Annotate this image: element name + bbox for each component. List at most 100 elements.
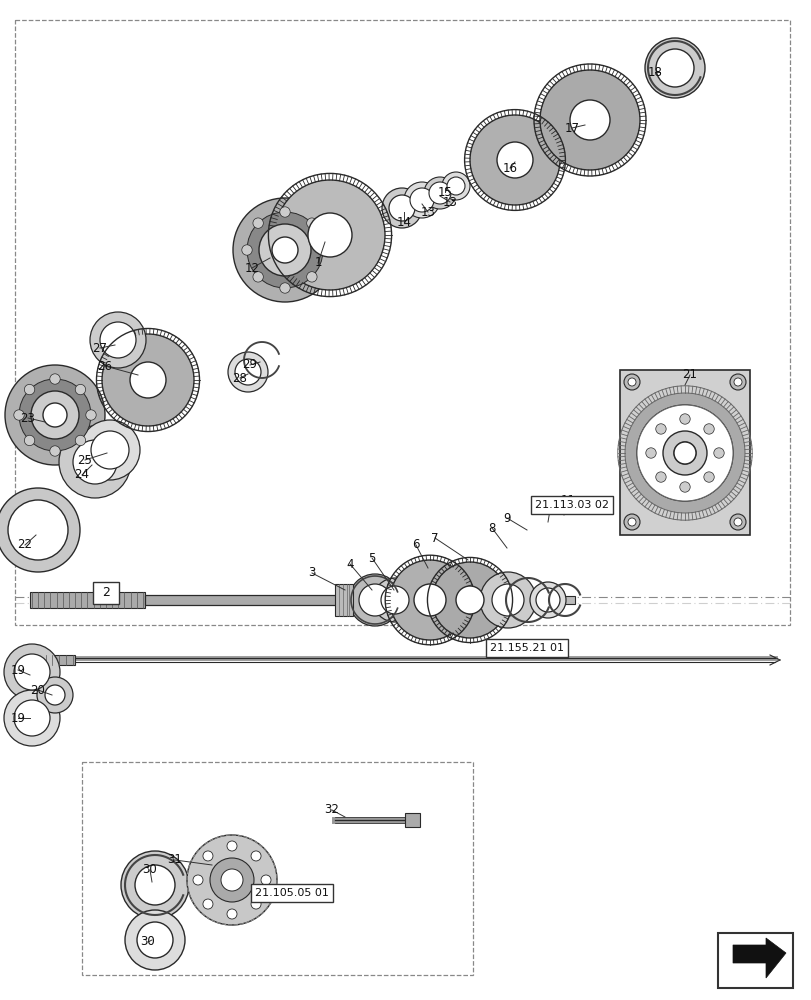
Circle shape	[86, 410, 96, 420]
Circle shape	[73, 440, 117, 484]
Circle shape	[252, 218, 263, 228]
Text: 2: 2	[102, 586, 109, 599]
Circle shape	[280, 207, 290, 217]
Circle shape	[210, 858, 254, 902]
Circle shape	[624, 393, 744, 513]
Circle shape	[623, 514, 639, 530]
Bar	[30, 592, 145, 608]
Circle shape	[491, 584, 523, 616]
Text: 10: 10	[542, 504, 556, 516]
Circle shape	[388, 195, 414, 221]
Text: 20: 20	[31, 684, 45, 696]
Text: 25: 25	[78, 454, 92, 466]
Circle shape	[535, 588, 560, 612]
Text: 13: 13	[442, 196, 457, 209]
Text: 6: 6	[412, 538, 419, 552]
Circle shape	[251, 899, 260, 909]
Circle shape	[24, 384, 35, 395]
Text: 32: 32	[324, 803, 339, 816]
Circle shape	[37, 677, 73, 713]
Bar	[365, 594, 375, 606]
Circle shape	[49, 446, 60, 456]
Circle shape	[530, 582, 565, 618]
Circle shape	[317, 245, 328, 255]
Circle shape	[713, 448, 723, 458]
Circle shape	[679, 482, 689, 492]
Circle shape	[121, 851, 189, 919]
Text: 8: 8	[487, 522, 495, 534]
Circle shape	[125, 910, 185, 970]
Circle shape	[259, 224, 311, 276]
Circle shape	[5, 365, 105, 465]
Circle shape	[655, 49, 693, 87]
Text: 19: 19	[11, 712, 25, 724]
Text: 16: 16	[502, 162, 517, 175]
Circle shape	[203, 899, 212, 909]
Circle shape	[135, 865, 175, 905]
Circle shape	[251, 851, 260, 861]
Circle shape	[31, 391, 79, 439]
Circle shape	[644, 38, 704, 98]
Circle shape	[14, 700, 50, 736]
Circle shape	[729, 514, 745, 530]
Circle shape	[228, 352, 268, 392]
Circle shape	[307, 218, 316, 228]
Circle shape	[242, 245, 252, 255]
Circle shape	[456, 586, 483, 614]
Circle shape	[0, 488, 80, 572]
Text: 1: 1	[314, 256, 321, 269]
Text: 26: 26	[97, 360, 113, 372]
Circle shape	[349, 574, 401, 626]
Circle shape	[275, 180, 384, 290]
Circle shape	[703, 472, 714, 482]
Circle shape	[623, 374, 639, 390]
Circle shape	[655, 472, 665, 482]
Circle shape	[446, 177, 465, 195]
Circle shape	[655, 472, 665, 482]
Circle shape	[479, 572, 535, 628]
Circle shape	[137, 922, 173, 958]
Polygon shape	[732, 938, 785, 978]
Circle shape	[193, 875, 203, 885]
Circle shape	[703, 472, 714, 482]
Bar	[335, 584, 353, 616]
Circle shape	[4, 690, 60, 746]
Text: 21.105.05 01: 21.105.05 01	[255, 888, 328, 898]
Circle shape	[4, 644, 60, 700]
Circle shape	[636, 405, 732, 501]
Circle shape	[380, 586, 409, 614]
Circle shape	[227, 841, 237, 851]
Circle shape	[636, 405, 732, 501]
Circle shape	[673, 442, 695, 464]
Text: 15: 15	[437, 186, 452, 198]
Circle shape	[75, 384, 85, 395]
Text: 21.113.03 02: 21.113.03 02	[534, 500, 608, 510]
Bar	[145, 595, 345, 605]
Circle shape	[90, 312, 146, 368]
Circle shape	[75, 435, 85, 446]
Circle shape	[645, 448, 655, 458]
Circle shape	[14, 654, 50, 690]
Text: 5: 5	[368, 552, 375, 564]
Text: 9: 9	[503, 512, 510, 524]
Circle shape	[358, 584, 391, 616]
Circle shape	[679, 414, 689, 424]
Text: 24: 24	[75, 468, 89, 482]
Text: 21: 21	[682, 368, 697, 381]
Circle shape	[663, 431, 706, 475]
Text: 30: 30	[140, 935, 155, 948]
Circle shape	[645, 448, 655, 458]
Circle shape	[663, 431, 706, 475]
Text: 21.155.21 01: 21.155.21 01	[489, 643, 564, 653]
Text: 19: 19	[11, 664, 25, 676]
Circle shape	[636, 405, 732, 501]
Text: 4: 4	[345, 558, 354, 570]
Circle shape	[733, 378, 741, 386]
Text: 7: 7	[431, 532, 438, 544]
Circle shape	[234, 359, 260, 385]
Circle shape	[252, 272, 263, 282]
Circle shape	[247, 212, 323, 288]
Circle shape	[389, 560, 470, 640]
Circle shape	[713, 448, 723, 458]
Text: 30: 30	[143, 863, 157, 876]
